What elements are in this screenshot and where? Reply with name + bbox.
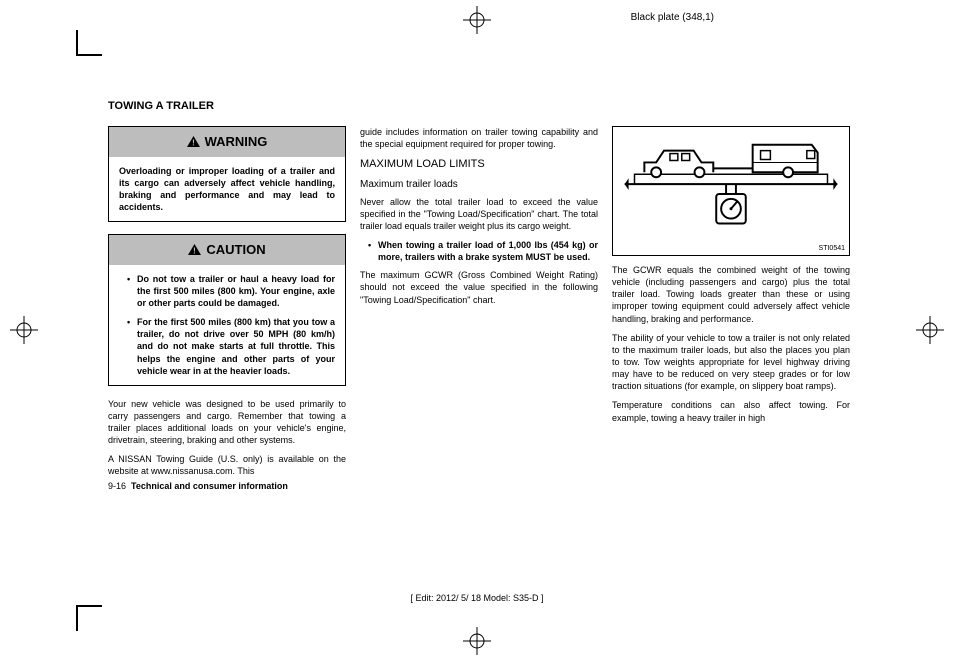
body-text: Never allow the total trailer load to ex…	[360, 196, 598, 232]
body-text: The maximum GCWR (Gross Combined Weight …	[360, 269, 598, 305]
footer-label: Technical and consumer information	[131, 481, 288, 491]
warning-body: Overloading or improper loading of a tra…	[109, 157, 345, 222]
bullet-item: When towing a trailer load of 1,000 lbs …	[368, 239, 598, 263]
reg-mark-top	[463, 6, 491, 34]
reg-mark-right	[916, 316, 944, 344]
caution-label: CAUTION	[206, 241, 265, 259]
towing-diagram: STI0541	[612, 126, 850, 256]
column-1: ! WARNING Overloading or improper loadin…	[108, 126, 346, 492]
caution-item: For the first 500 miles (800 km) that yo…	[127, 316, 335, 377]
caution-body: Do not tow a trailer or haul a heavy loa…	[109, 265, 345, 385]
caution-item: Do not tow a trailer or haul a heavy loa…	[127, 273, 335, 309]
svg-text:!: !	[192, 139, 195, 148]
caution-box: ! CAUTION Do not tow a trailer or haul a…	[108, 234, 346, 386]
reg-mark-left	[10, 316, 38, 344]
svg-text:!: !	[194, 247, 197, 256]
body-text: The ability of your vehicle to tow a tra…	[612, 332, 850, 393]
reg-mark-bottom	[463, 627, 491, 655]
body-text: guide includes information on trailer to…	[360, 126, 598, 150]
column-3: STI0541 The GCWR equals the combined wei…	[612, 126, 850, 492]
edit-stamp: [ Edit: 2012/ 5/ 18 Model: S35-D ]	[410, 593, 543, 603]
warning-icon: !	[187, 136, 200, 147]
section-title: TOWING A TRAILER	[108, 100, 850, 112]
warning-header: ! WARNING	[109, 127, 345, 157]
page-footer: 9-16 Technical and consumer information	[108, 480, 346, 492]
body-text: Your new vehicle was designed to be used…	[108, 398, 346, 447]
warning-label: WARNING	[205, 133, 268, 151]
plate-info: Black plate (348,1)	[631, 12, 714, 23]
body-text: Temperature conditions can also affect t…	[612, 399, 850, 423]
column-2: guide includes information on trailer to…	[360, 126, 598, 492]
figure-id: STI0541	[819, 244, 845, 253]
heading-2: Maximum trailer loads	[360, 178, 598, 192]
body-text: A NISSAN Towing Guide (U.S. only) is ava…	[108, 453, 346, 477]
page-number: 9-16	[108, 481, 126, 491]
body-text: The GCWR equals the combined weight of t…	[612, 264, 850, 325]
warning-box: ! WARNING Overloading or improper loadin…	[108, 126, 346, 222]
bullet-list: When towing a trailer load of 1,000 lbs …	[360, 239, 598, 263]
caution-header: ! CAUTION	[109, 235, 345, 265]
caution-icon: !	[188, 244, 201, 255]
page-content: TOWING A TRAILER ! WARNING Overloading o…	[108, 100, 850, 540]
heading-1: MAXIMUM LOAD LIMITS	[360, 157, 598, 172]
